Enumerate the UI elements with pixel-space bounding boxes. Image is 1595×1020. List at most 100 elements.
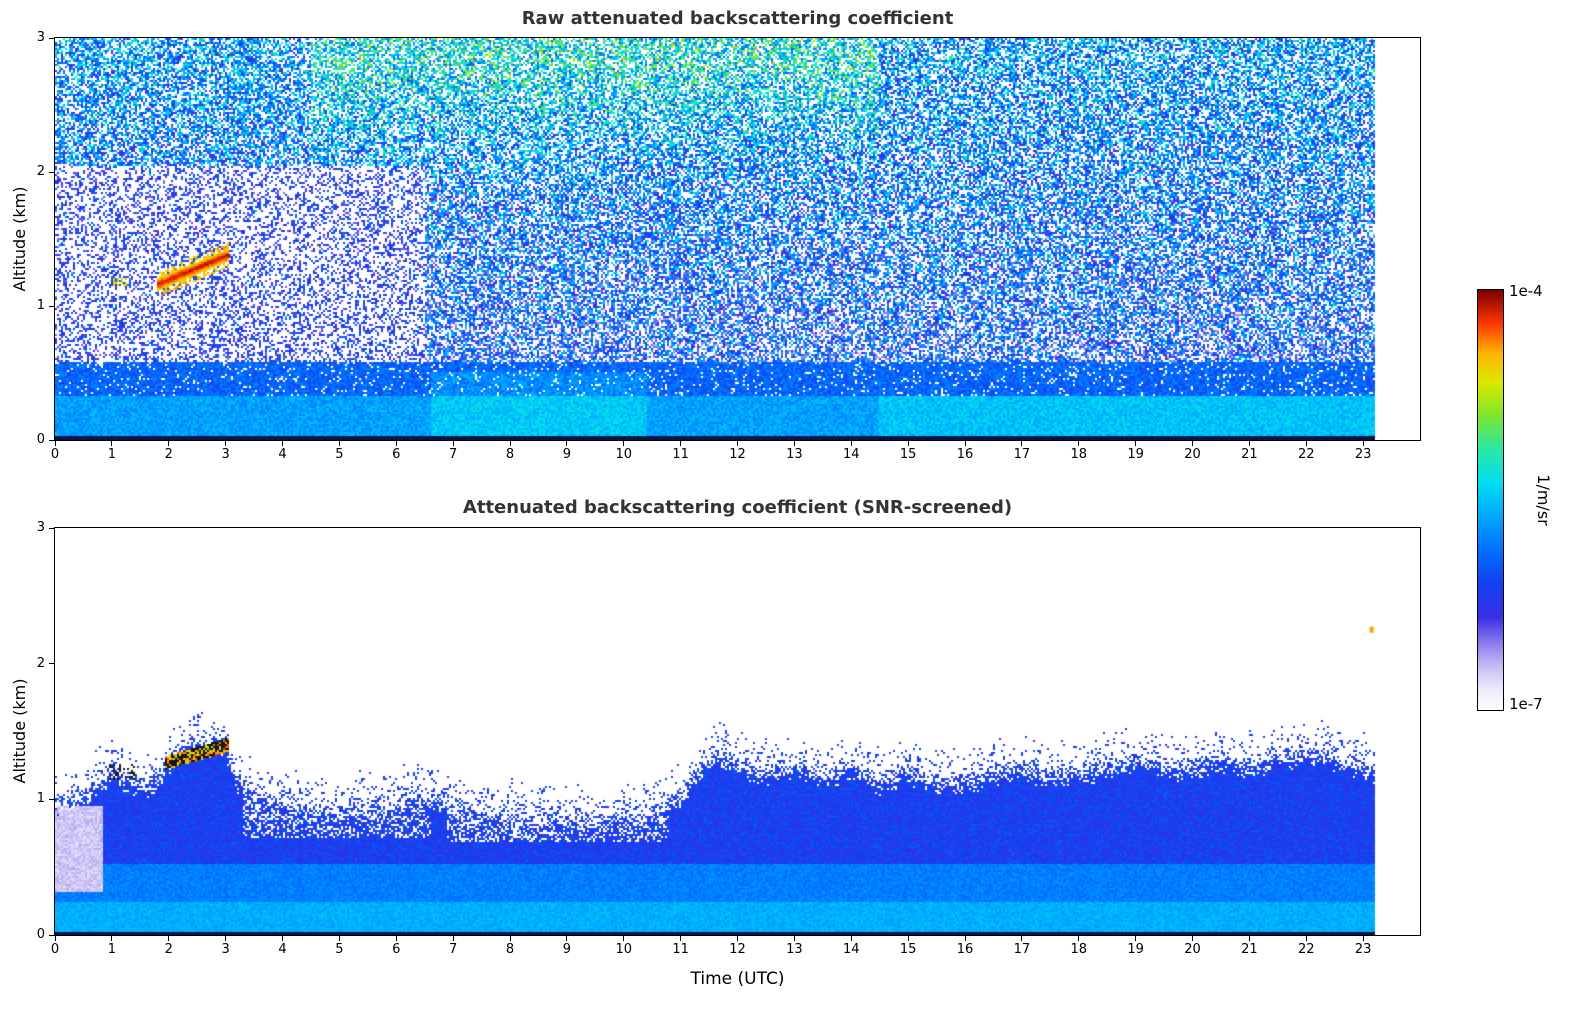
x-tick-label: 4 bbox=[278, 942, 287, 957]
x-tick bbox=[850, 936, 852, 941]
x-tick bbox=[395, 441, 397, 446]
x-tick bbox=[680, 441, 682, 446]
x-tick bbox=[111, 441, 113, 446]
x-tick bbox=[225, 441, 227, 446]
x-tick-label: 23 bbox=[1354, 942, 1372, 957]
x-tick-label: 12 bbox=[729, 942, 746, 957]
x-tick bbox=[623, 936, 625, 941]
colorbar-canvas bbox=[1478, 290, 1503, 710]
x-tick bbox=[282, 936, 283, 941]
x-tick bbox=[1135, 936, 1137, 941]
x-tick bbox=[168, 936, 170, 941]
panel2-y-axis-label: Altitude (km) bbox=[10, 678, 29, 784]
y-tick bbox=[49, 439, 54, 441]
x-tick bbox=[1135, 441, 1137, 446]
x-tick-label: 14 bbox=[842, 447, 860, 462]
y-tick bbox=[49, 663, 54, 665]
colorbar bbox=[1477, 289, 1504, 711]
x-tick bbox=[282, 441, 283, 446]
x-tick bbox=[907, 936, 909, 941]
x-tick-label: 14 bbox=[842, 942, 860, 957]
x-tick bbox=[737, 441, 738, 446]
x-tick-label: 9 bbox=[562, 447, 572, 462]
x-tick-label: 20 bbox=[1184, 942, 1201, 957]
colorbar-unit-label: 1/m/sr bbox=[1534, 474, 1553, 526]
x-axis-label: Time (UTC) bbox=[690, 969, 785, 989]
x-tick-label: 19 bbox=[1127, 942, 1144, 957]
x-tick bbox=[1305, 441, 1307, 446]
x-tick-label: 0 bbox=[50, 447, 60, 462]
x-tick-label: 21 bbox=[1241, 942, 1258, 957]
panel1-plot-area bbox=[54, 37, 1421, 441]
x-tick bbox=[1078, 936, 1080, 941]
x-tick bbox=[1248, 936, 1250, 941]
x-tick bbox=[338, 441, 340, 446]
colorbar-max-label: 1e-4 bbox=[1509, 282, 1543, 300]
x-tick-label: 2 bbox=[164, 447, 173, 462]
x-tick bbox=[850, 441, 852, 446]
x-tick-label: 7 bbox=[448, 447, 458, 462]
y-tick bbox=[49, 171, 54, 173]
x-tick-label: 20 bbox=[1184, 447, 1201, 462]
x-tick-label: 5 bbox=[335, 942, 344, 957]
x-tick-label: 13 bbox=[786, 942, 803, 957]
x-tick-label: 19 bbox=[1127, 447, 1144, 462]
x-tick-label: 10 bbox=[615, 447, 633, 462]
x-tick-label: 8 bbox=[505, 942, 515, 957]
x-tick-label: 12 bbox=[729, 447, 746, 462]
x-tick-label: 10 bbox=[615, 942, 633, 957]
y-tick bbox=[49, 934, 54, 936]
x-tick-label: 5 bbox=[335, 447, 344, 462]
x-tick-label: 15 bbox=[899, 942, 917, 957]
x-tick-label: 9 bbox=[562, 942, 572, 957]
x-tick bbox=[1362, 441, 1364, 446]
x-tick-label: 16 bbox=[956, 447, 974, 462]
x-tick bbox=[1021, 936, 1023, 941]
x-tick bbox=[680, 936, 682, 941]
x-tick-label: 11 bbox=[672, 447, 689, 462]
x-tick-label: 1 bbox=[107, 942, 117, 957]
x-tick bbox=[1021, 441, 1023, 446]
x-tick bbox=[168, 441, 170, 446]
x-tick bbox=[623, 441, 625, 446]
y-tick bbox=[49, 798, 54, 800]
x-tick-label: 15 bbox=[899, 447, 917, 462]
x-tick-label: 2 bbox=[164, 942, 173, 957]
x-tick bbox=[1305, 936, 1307, 941]
x-tick bbox=[964, 936, 966, 941]
x-tick bbox=[111, 936, 113, 941]
x-tick bbox=[793, 936, 795, 941]
y-tick-label: 2 bbox=[36, 655, 45, 671]
y-tick bbox=[49, 37, 54, 39]
x-tick bbox=[509, 936, 511, 941]
panel2-plot-area bbox=[54, 527, 1421, 936]
x-tick-label: 22 bbox=[1297, 447, 1315, 462]
x-tick bbox=[566, 441, 568, 446]
x-tick bbox=[395, 936, 397, 941]
y-tick-label: 1 bbox=[36, 791, 45, 807]
panel1-y-axis-label: Altitude (km) bbox=[10, 186, 29, 292]
x-tick-label: 16 bbox=[956, 942, 974, 957]
x-tick-label: 0 bbox=[50, 942, 60, 957]
x-tick bbox=[1248, 441, 1250, 446]
x-tick-label: 17 bbox=[1013, 942, 1031, 957]
x-tick bbox=[54, 936, 56, 941]
x-tick bbox=[737, 936, 738, 941]
y-tick-label: 0 bbox=[36, 927, 45, 942]
x-tick-label: 8 bbox=[505, 447, 515, 462]
y-tick bbox=[49, 527, 54, 529]
x-tick bbox=[509, 441, 511, 446]
x-tick-label: 21 bbox=[1241, 447, 1258, 462]
x-tick bbox=[566, 936, 568, 941]
panel2-title: Attenuated backscattering coefficient (S… bbox=[462, 497, 1013, 518]
y-tick-label: 3 bbox=[36, 30, 45, 45]
x-tick-label: 18 bbox=[1070, 447, 1088, 462]
y-tick-label: 2 bbox=[36, 164, 45, 179]
x-tick bbox=[1078, 441, 1080, 446]
x-tick-label: 1 bbox=[107, 447, 117, 462]
x-tick-label: 6 bbox=[392, 942, 401, 957]
x-tick-label: 3 bbox=[221, 447, 230, 462]
x-tick bbox=[1192, 936, 1193, 941]
y-tick-label: 1 bbox=[36, 298, 45, 313]
